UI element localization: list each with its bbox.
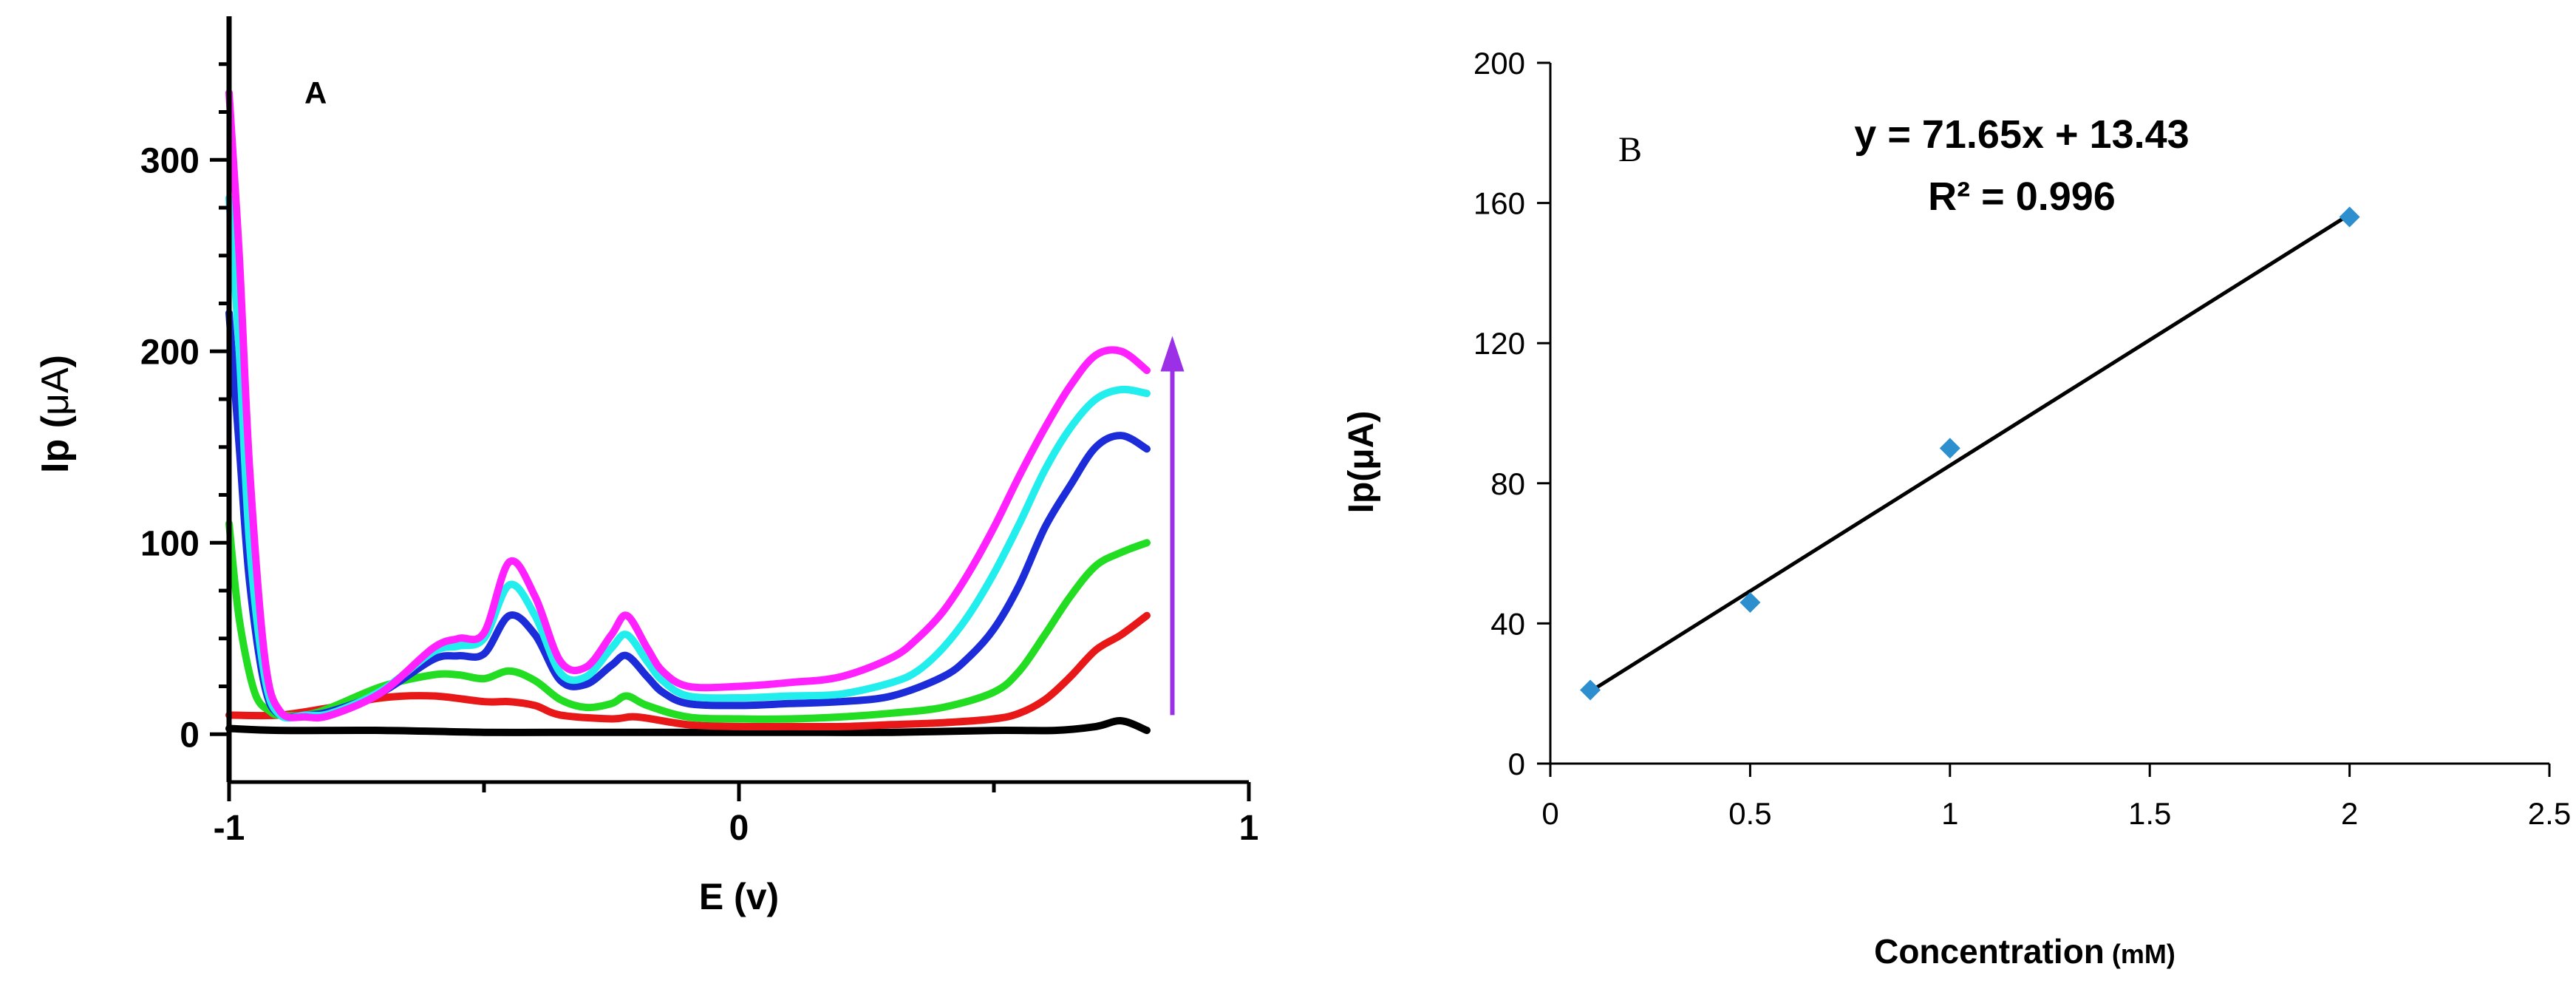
panel-b-x-tick-label: 1 bbox=[1941, 796, 1958, 831]
panel-b-axes bbox=[1537, 61, 2551, 777]
panel-b-y-tick-label: 0 bbox=[1508, 747, 1525, 781]
panel-b-y-axis-label: Ip(μA) bbox=[1342, 411, 1381, 514]
panel-b-x-tick-label: 1.5 bbox=[2128, 796, 2171, 831]
panel-b-x-tick-label: 0 bbox=[1541, 796, 1558, 831]
series-line-red bbox=[225, 611, 1151, 731]
panel-b: 0 40 80 120 160 200 0 0.5 1 1.5 2 2.5 B y = 71.65x… bbox=[1342, 46, 2571, 971]
panel-a-x-tick-label: -1 bbox=[214, 809, 245, 848]
panel-b-label: B bbox=[1618, 130, 1642, 169]
panel-b-y-tick-label: 40 bbox=[1490, 606, 1525, 641]
panel-a-y-tick-label: 300 bbox=[140, 141, 200, 180]
panel-a-y-tick-label: 0 bbox=[180, 716, 200, 755]
panel-b-y-tick-label: 120 bbox=[1473, 326, 1525, 361]
panel-b-points-group bbox=[1580, 206, 2360, 701]
regression-r-squared: R² = 0.996 bbox=[1928, 174, 2116, 219]
panel-b-x-tick-label: 0.5 bbox=[1728, 796, 1771, 831]
panel-a-y-axis-label: Ip (μA) bbox=[34, 355, 77, 473]
panel-a-y-tick-labels: 0 100 200 300 bbox=[140, 141, 200, 755]
panel-b-trendline-group bbox=[1589, 212, 2351, 693]
data-point bbox=[1740, 591, 1761, 613]
series-line-magenta bbox=[225, 89, 1151, 722]
panel-a-y-tick-label: 100 bbox=[140, 524, 200, 563]
panel-a-axes bbox=[210, 16, 1251, 801]
panel-b-y-tick-label: 80 bbox=[1490, 466, 1525, 501]
panel-b-y-tick-labels: 0 40 80 120 160 200 bbox=[1473, 46, 1525, 781]
panel-b-x-label-text: Concentration bbox=[1874, 932, 2105, 971]
panel-b-x-tick-label: 2.5 bbox=[2528, 796, 2571, 831]
panel-a-y-label-prefix: Ip ( bbox=[34, 415, 77, 473]
panel-a-x-tick-label: 0 bbox=[729, 809, 749, 848]
panel-a-y-label-suffix: ) bbox=[34, 355, 77, 367]
panel-a-y-label-unit: μA bbox=[34, 367, 77, 415]
arrow-head bbox=[1160, 336, 1185, 372]
panel-b-y-tick-label: 200 bbox=[1473, 46, 1525, 81]
panel-a-y-tick-label: 200 bbox=[140, 333, 200, 372]
series-line-blue bbox=[225, 309, 1151, 721]
panel-b-x-tick-label: 2 bbox=[2341, 796, 2358, 831]
panel-a-x-tick-label: 1 bbox=[1239, 809, 1259, 848]
panel-b-x-axis-label: Concentration (mM) bbox=[1874, 932, 2175, 971]
panel-a-label: A bbox=[304, 75, 327, 110]
data-point bbox=[1939, 438, 1960, 459]
panel-a-x-tick-labels: -1 0 1 bbox=[214, 809, 1259, 848]
regression-equation: y = 71.65x + 13.43 bbox=[1854, 112, 2189, 157]
series-line-black bbox=[225, 717, 1151, 736]
panel-b-y-tick-label: 160 bbox=[1473, 186, 1525, 221]
panel-a-x-axis-label: E (v) bbox=[699, 876, 779, 917]
panel-a-series-group bbox=[225, 89, 1151, 736]
panel-b-x-label-unit: (mM) bbox=[2112, 939, 2175, 969]
data-point bbox=[1580, 679, 1601, 701]
series-line-cyan bbox=[225, 194, 1151, 722]
trendline bbox=[1589, 212, 2351, 693]
panel-a: 0 100 200 300 -1 0 1 A E (v) Ip (μA) bbox=[34, 16, 1258, 917]
increasing-concentration-arrow bbox=[1160, 336, 1185, 716]
panel-b-x-tick-labels: 0 0.5 1 1.5 2 2.5 bbox=[1541, 796, 2571, 831]
data-point bbox=[2339, 206, 2360, 228]
